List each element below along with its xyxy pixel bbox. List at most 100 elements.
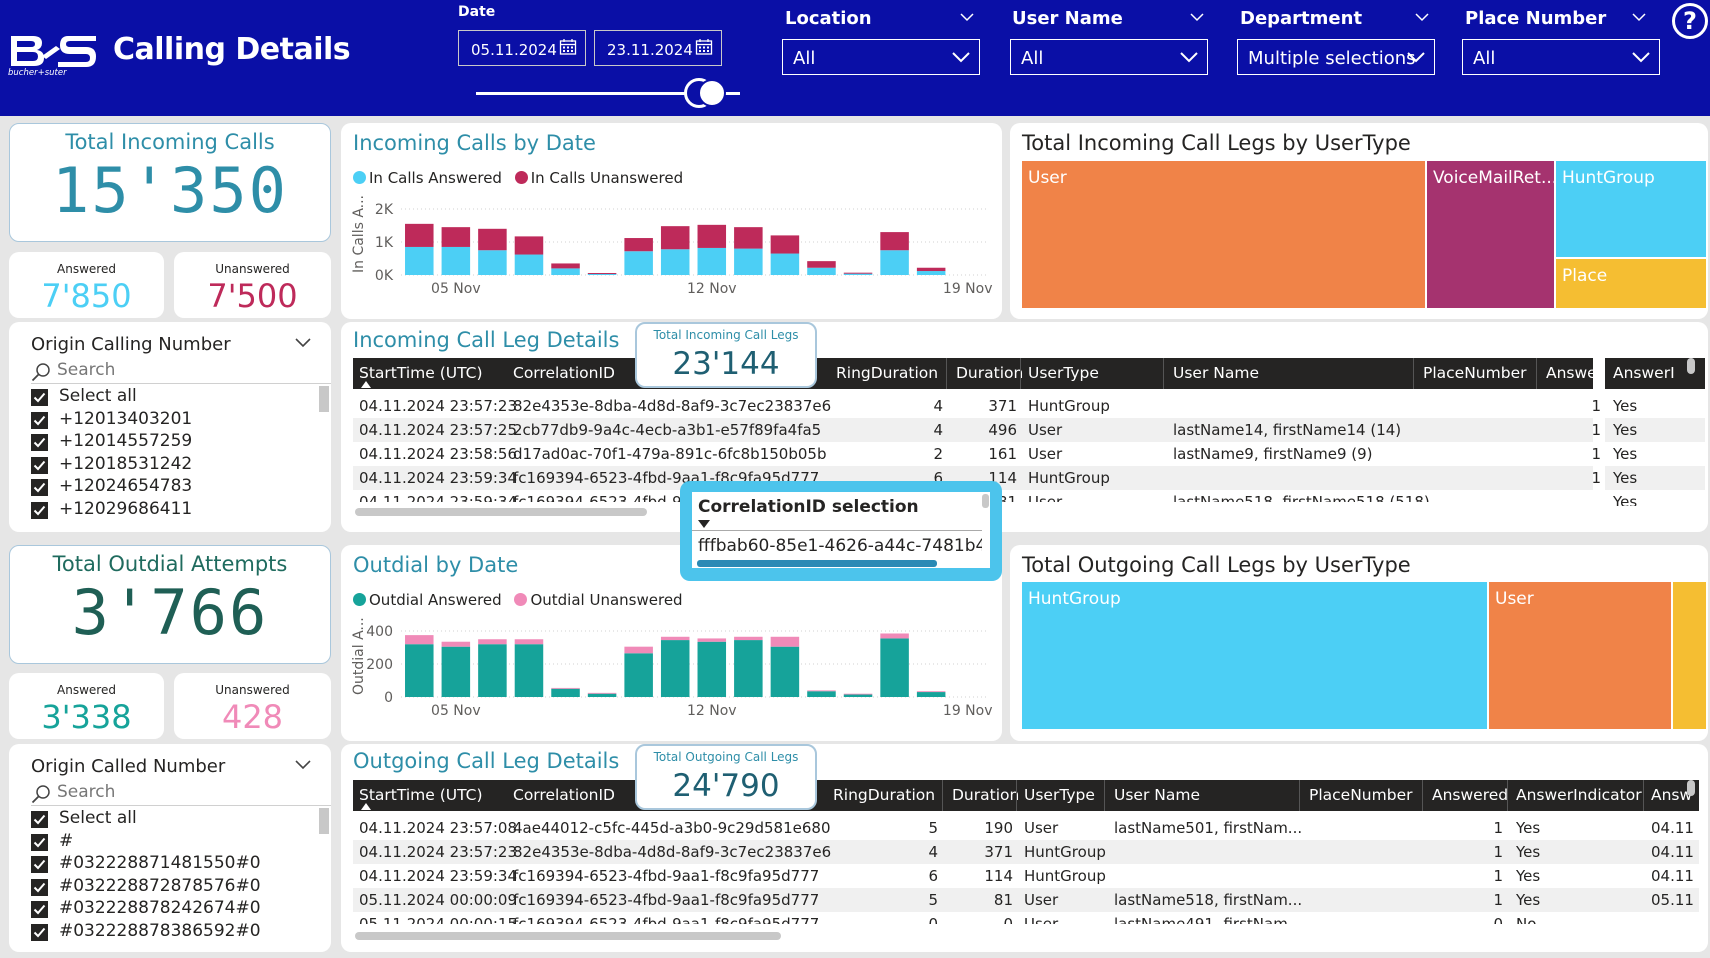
treemap-cell-voicemail[interactable]: VoiceMailRet... [1427, 161, 1554, 308]
slicer-item[interactable]: #032228878242674#0 [31, 898, 261, 921]
column-header[interactable]: UserType [1028, 364, 1099, 382]
slicer-item[interactable]: +12013403201 [31, 409, 192, 432]
bar-answered[interactable] [441, 246, 471, 275]
column-header[interactable]: UserType [1024, 786, 1095, 804]
bar-unanswered[interactable] [405, 223, 434, 247]
bar-answered[interactable] [697, 247, 727, 275]
table-row[interactable]: 04.11.2024 23:59:34 fc169394-6523-4fbd-9… [359, 867, 1694, 885]
slicer-item[interactable]: #032228872878576#0 [31, 876, 261, 899]
date-slider-end-handle[interactable] [698, 79, 726, 107]
slicer-item[interactable]: #032228871481550#0 [31, 853, 261, 876]
bar-unanswered[interactable] [660, 226, 690, 250]
bar-unanswered[interactable] [514, 236, 544, 255]
bar-unanswered[interactable] [843, 693, 873, 695]
table-row[interactable]: 05.11.2024 00:00:09 fc169394-6523-4fbd-9… [353, 888, 1699, 912]
chevron-down-icon[interactable] [1632, 10, 1646, 24]
legend-label[interactable]: Outdial Unanswered [530, 591, 683, 609]
bar-unanswered[interactable] [624, 646, 653, 654]
column-header[interactable]: CorrelationID [513, 786, 615, 804]
bar-answered[interactable] [478, 250, 507, 275]
username-filter-select[interactable]: All [1010, 39, 1208, 75]
table-vertical-scrollbar[interactable] [1687, 358, 1695, 374]
bar-unanswered[interactable] [405, 635, 434, 645]
bar-unanswered[interactable] [770, 235, 800, 254]
bar-unanswered[interactable] [551, 687, 580, 689]
column-header[interactable]: User Name [1173, 364, 1259, 382]
location-filter-select[interactable]: All [782, 39, 980, 75]
column-header[interactable]: RingDuration [836, 364, 939, 382]
bar-unanswered[interactable] [624, 238, 653, 252]
table-row[interactable]: 04.11.2024 23:57:25 2cb77db9-9a4c-4ecb-a… [353, 418, 1601, 442]
bar-answered[interactable] [843, 694, 873, 697]
checkbox-checked-icon[interactable] [31, 856, 48, 874]
slicer-item[interactable]: # [31, 831, 261, 854]
slicer-item[interactable]: +12029686411 [31, 499, 192, 522]
column-header[interactable]: PlaceNumber [1309, 786, 1413, 804]
chevron-down-icon[interactable] [1190, 10, 1204, 24]
table-row[interactable]: 05.11.2024 00:00:15 fc169394-6523-4fbd-9… [359, 915, 1537, 924]
bar-answered[interactable] [551, 688, 580, 697]
checkbox-checked-icon[interactable] [31, 501, 48, 519]
correlation-id-value[interactable]: fffbab60-85e1-4626-a44c-7481b4c1 [692, 530, 982, 560]
column-header[interactable]: Answ [1651, 786, 1693, 804]
bar-unanswered[interactable] [660, 636, 690, 641]
bar-answered[interactable] [807, 267, 836, 275]
checkbox-checked-icon[interactable] [31, 878, 48, 896]
bar-answered[interactable] [441, 646, 471, 697]
bar-unanswered[interactable] [441, 641, 471, 647]
bar-unanswered[interactable] [880, 633, 909, 639]
bar-answered[interactable] [405, 246, 434, 275]
department-filter-select[interactable]: Multiple selections [1237, 39, 1435, 75]
bar-unanswered[interactable] [807, 261, 836, 268]
chevron-down-icon[interactable] [1415, 10, 1429, 24]
bar-unanswered[interactable] [587, 692, 617, 694]
bar-answered[interactable] [587, 693, 617, 697]
bar-unanswered[interactable] [697, 224, 727, 248]
table-row[interactable]: 04.11.2024 23:57:23 82e4353e-8dba-4d8d-8… [353, 840, 1699, 864]
bar-unanswered[interactable] [478, 639, 507, 645]
bar-unanswered[interactable] [807, 690, 836, 692]
bar-answered[interactable] [660, 640, 690, 697]
column-header[interactable]: StartTime (UTC) [359, 786, 483, 804]
checkbox-checked-icon[interactable] [31, 901, 48, 919]
chevron-down-icon[interactable] [295, 336, 311, 350]
help-button[interactable]: ? [1672, 3, 1708, 39]
bar-unanswered[interactable] [441, 227, 471, 247]
column-header[interactable]: RingDuration [833, 786, 936, 804]
checkbox-checked-icon[interactable] [31, 833, 48, 851]
treemap-cell-other[interactable] [1673, 582, 1706, 729]
bar-answered[interactable] [843, 273, 873, 275]
bar-answered[interactable] [880, 638, 909, 697]
checkbox-checked-icon[interactable] [31, 923, 48, 941]
placenumber-filter-select[interactable]: All [1462, 39, 1660, 75]
bar-answered[interactable] [624, 251, 653, 275]
column-header[interactable]: Duration [952, 786, 1020, 804]
bar-unanswered[interactable] [734, 227, 763, 249]
slicer-item[interactable]: +12018531242 [31, 454, 192, 477]
bar-answered[interactable] [514, 644, 544, 697]
bar-answered[interactable] [734, 248, 763, 275]
slicer-search-input[interactable]: Search [31, 782, 331, 806]
bar-answered[interactable] [478, 644, 507, 697]
bar-unanswered[interactable] [697, 638, 727, 642]
bar-answered[interactable] [770, 646, 800, 697]
bar-answered[interactable] [514, 254, 544, 275]
table-horizontal-scrollbar[interactable] [355, 932, 781, 940]
bar-unanswered[interactable] [843, 272, 873, 274]
checkbox-checked-icon[interactable] [31, 411, 48, 429]
date-start-input[interactable]: 05.11.2024 [458, 30, 586, 66]
column-header[interactable]: StartTime (UTC) [359, 364, 483, 382]
treemap-cell-huntgroup[interactable]: HuntGroup [1022, 582, 1487, 729]
chevron-down-icon[interactable] [960, 10, 974, 24]
bar-unanswered[interactable] [587, 273, 617, 275]
slicer-scrollbar[interactable] [319, 386, 329, 412]
table-vertical-scrollbar[interactable] [1687, 780, 1695, 796]
bar-answered[interactable] [880, 250, 909, 275]
checkbox-checked-icon[interactable] [31, 479, 48, 497]
bar-answered[interactable] [807, 691, 836, 697]
bar-answered[interactable] [916, 271, 946, 275]
bar-unanswered[interactable] [916, 691, 946, 693]
slicer-item[interactable]: #032228878386592#0 [31, 921, 261, 944]
column-header[interactable]: User Name [1114, 786, 1200, 804]
popup-horizontal-scrollbar[interactable] [697, 560, 937, 567]
